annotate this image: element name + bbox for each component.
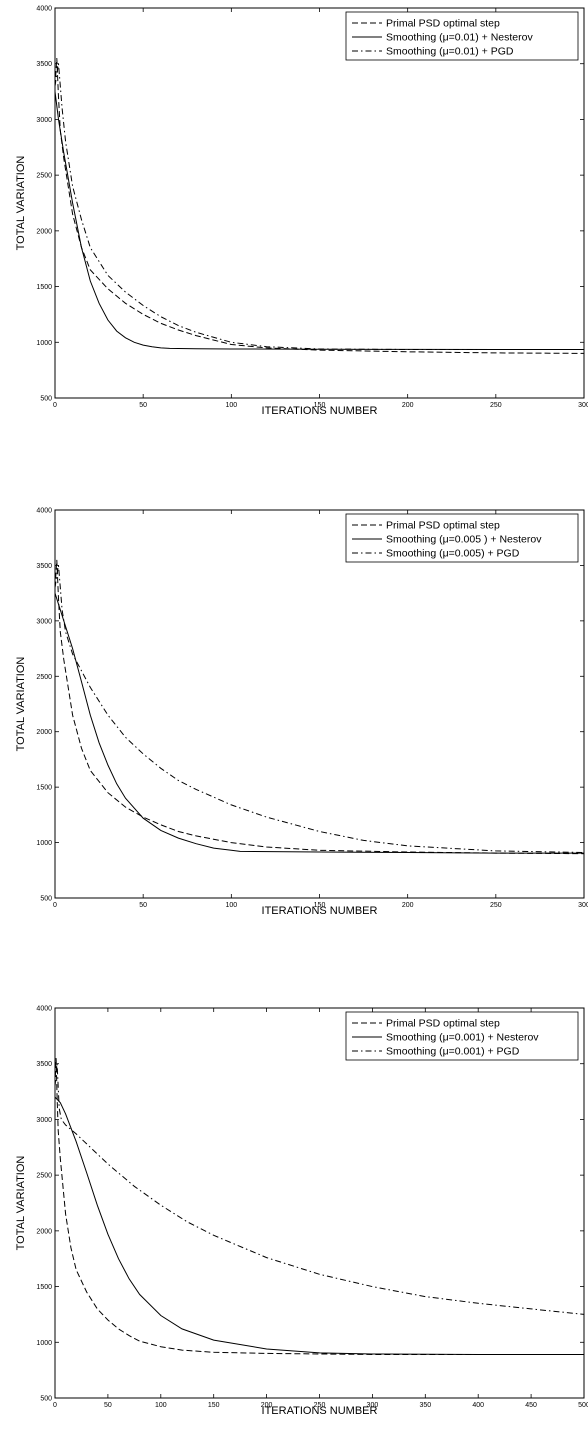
plot-frame (54, 1007, 585, 1399)
legend-entry: Primal PSD optimal step (386, 520, 500, 532)
legend-entry: Primal PSD optimal step (386, 18, 500, 30)
chart-1: 0 50 100 150 200 250 300 500 1000 1500 2000 2500 300… (15, 6, 588, 418)
y-tick-label: 3000 (36, 618, 52, 625)
y-tick-label: 2000 (36, 228, 52, 235)
x-tick-label: 50 (139, 902, 147, 909)
x-tick-label: 300 (578, 402, 588, 409)
x-tick-label: 0 (53, 1402, 57, 1409)
legend-entry: Smoothing (μ=0.005 ) + Nesterov (386, 534, 542, 546)
x-axis-label: ITERATIONS NUMBER (262, 1405, 378, 1417)
chart-panel-2: 0 50 100 150 200 250 300 500 1000 1500 2000 2500 300… (0, 500, 588, 970)
y-tick-label: 2500 (36, 1173, 52, 1180)
series-line-dashdot (55, 63, 584, 350)
y-tick-label: 1500 (36, 1284, 52, 1291)
x-axis-label: ITERATIONS NUMBER (262, 405, 378, 417)
legend-entry: Primal PSD optimal step (386, 1018, 500, 1030)
y-tick-label: 2500 (36, 173, 52, 180)
x-tick-label: 50 (139, 402, 147, 409)
x-tick-label: 150 (314, 402, 326, 409)
plot-frame (54, 7, 585, 399)
x-tick-label: 50 (104, 1402, 112, 1409)
series-line-solid (55, 91, 584, 350)
chart-3: 0 50 100 150 200 250 300 350 400 450 500 500 1000 150… (15, 1006, 588, 1418)
series-line-dashed (55, 559, 584, 855)
y-tick-label: 2000 (36, 729, 52, 736)
x-tick-label: 0 (53, 402, 57, 409)
y-axis-label: TOTAL VARIATION (15, 156, 27, 251)
series-line-solid (55, 1096, 584, 1355)
y-tick-label: 4000 (36, 1006, 52, 1013)
legend-box (345, 11, 579, 61)
y-axis-label: TOTAL VARIATION (15, 1156, 27, 1251)
plot-frame (54, 509, 585, 899)
x-tick-label: 200 (402, 902, 414, 909)
y-tick-label: 2500 (36, 674, 52, 681)
y-tick-label: 1500 (36, 284, 52, 291)
y-tick-label: 3500 (36, 1061, 52, 1068)
x-tick-label: 0 (53, 902, 57, 909)
legend-entry: Smoothing (μ=0.001) + PGD (386, 1046, 520, 1058)
y-tick-label: 1000 (36, 1340, 52, 1347)
y-tick-label: 1000 (36, 340, 52, 347)
x-tick-label: 350 (419, 1402, 431, 1409)
y-tick-label: 500 (40, 896, 52, 903)
legend-box (345, 1011, 579, 1061)
legend-entry: Smoothing (μ=0.01) + Nesterov (386, 32, 533, 44)
legend-entry: Smoothing (μ=0.001) + Nesterov (386, 1032, 539, 1044)
y-tick-label: 1500 (36, 785, 52, 792)
series-line-dashdot (55, 565, 584, 853)
series-line-dashdot (55, 1063, 584, 1315)
y-tick-label: 4000 (36, 6, 52, 13)
y-tick-label: 3000 (36, 1117, 52, 1124)
chart-2: 0 50 100 150 200 250 300 500 1000 1500 2000 2500 300… (15, 508, 588, 918)
x-tick-label: 150 (314, 902, 326, 909)
x-tick-label: 500 (578, 1402, 588, 1409)
x-tick-label: 150 (208, 1402, 220, 1409)
x-tick-label: 300 (367, 1402, 379, 1409)
x-axis-label: ITERATIONS NUMBER (262, 905, 378, 917)
x-tick-label: 100 (225, 402, 237, 409)
y-tick-label: 4000 (36, 508, 52, 515)
chart-panel-1: 0 50 100 150 200 250 300 500 1000 1500 2000 2500 300… (0, 0, 588, 470)
y-tick-label: 3500 (36, 61, 52, 68)
legend-box (345, 513, 579, 563)
x-tick-label: 300 (578, 902, 588, 909)
y-tick-label: 1000 (36, 840, 52, 847)
y-tick-label: 3500 (36, 563, 52, 570)
x-tick-label: 450 (525, 1402, 537, 1409)
y-axis-label: TOTAL VARIATION (15, 657, 27, 752)
legend-entry: Smoothing (μ=0.005) + PGD (386, 548, 520, 560)
series-line-solid (55, 592, 584, 854)
y-tick-label: 500 (40, 396, 52, 403)
x-tick-label: 250 (314, 1402, 326, 1409)
series-line-dashed (55, 58, 584, 354)
y-tick-label: 500 (40, 1396, 52, 1403)
x-tick-label: 250 (490, 902, 502, 909)
series-line-dashed (55, 1058, 584, 1355)
y-tick-label: 3000 (36, 117, 52, 124)
y-tick-label: 2000 (36, 1228, 52, 1235)
chart-panel-3: 0 50 100 150 200 250 300 350 400 450 500 500 1000 150… (0, 1000, 588, 1446)
legend-entry: Smoothing (μ=0.01) + PGD (386, 46, 514, 58)
x-tick-label: 200 (261, 1402, 273, 1409)
x-tick-label: 100 (155, 1402, 167, 1409)
x-tick-label: 100 (225, 902, 237, 909)
x-tick-label: 250 (490, 402, 502, 409)
x-tick-label: 400 (472, 1402, 484, 1409)
x-tick-label: 200 (402, 402, 414, 409)
